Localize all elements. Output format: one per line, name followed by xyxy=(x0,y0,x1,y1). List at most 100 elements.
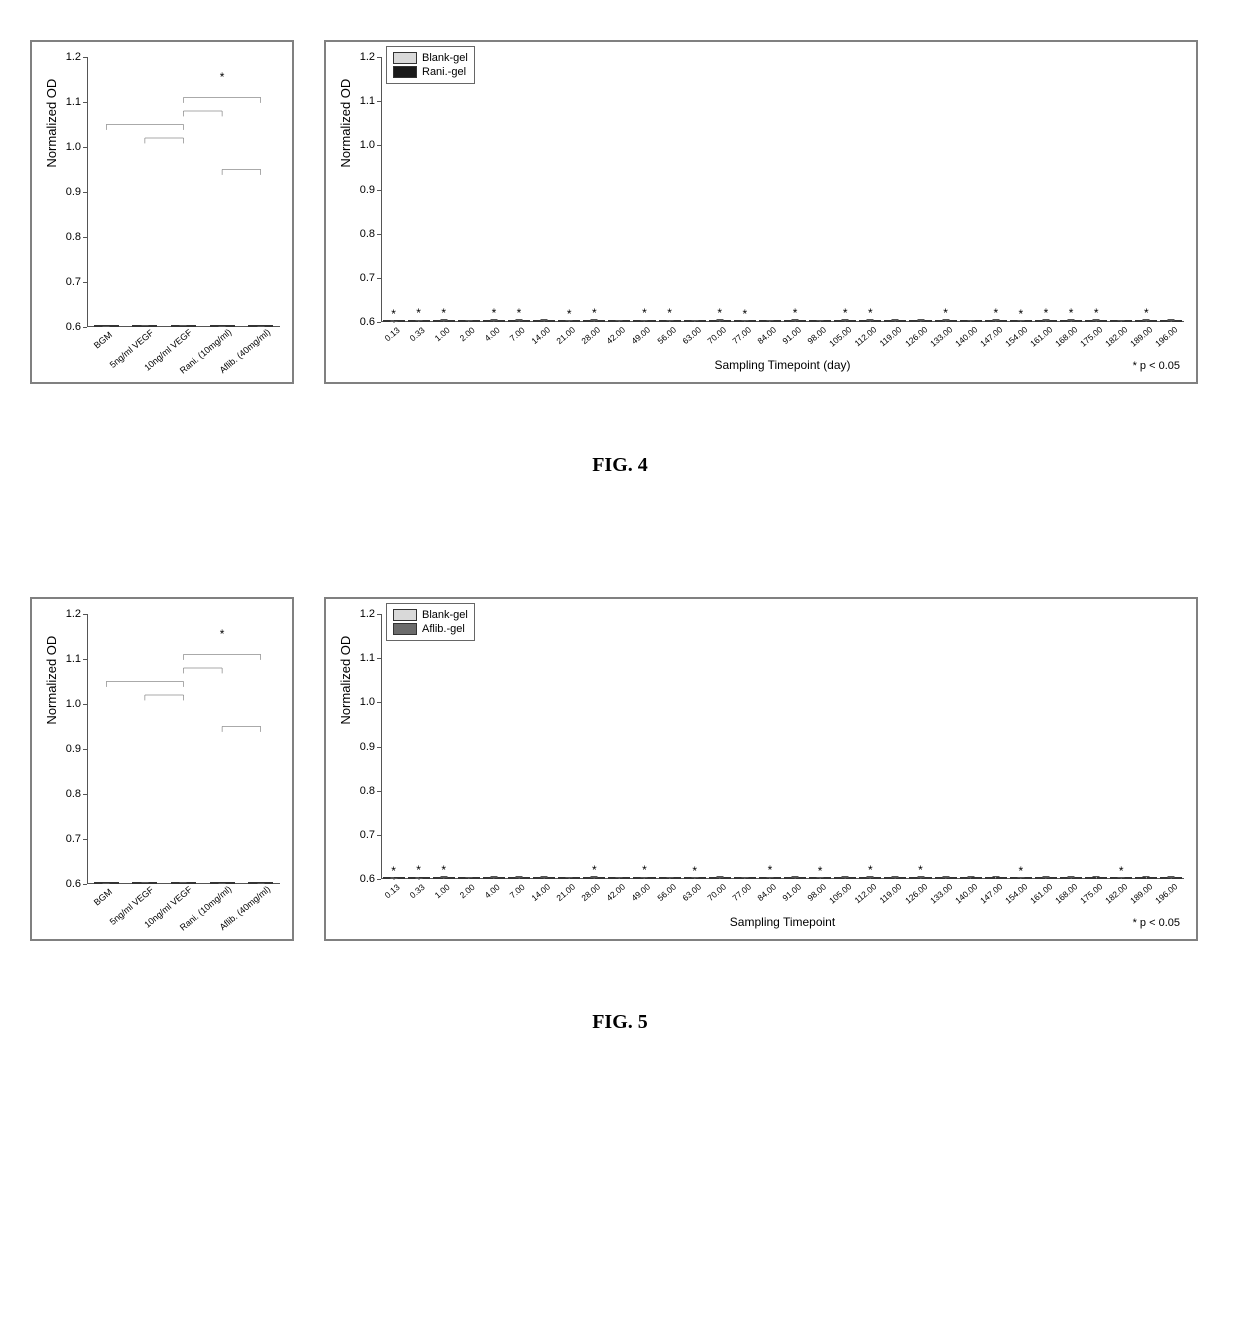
x-tick-label: 133.00 xyxy=(928,324,954,348)
x-tick-label: 154.00 xyxy=(1003,881,1029,905)
x-tick-label: BGM xyxy=(92,330,114,351)
bar-group: 14.00 xyxy=(532,320,557,322)
plot-area: 0.60.70.80.91.01.11.2BGM5ng/ml VEGF10ng/… xyxy=(87,614,280,884)
significance-star-icon: * xyxy=(391,307,396,321)
legend-item: Aflib.-gel xyxy=(393,622,468,636)
x-tick-label: 175.00 xyxy=(1078,881,1104,905)
bar-group: *112.00 xyxy=(858,320,883,322)
x-tick-label: 189.00 xyxy=(1128,324,1154,348)
x-tick-label: 77.00 xyxy=(730,325,753,346)
bar-group: *175.00 xyxy=(1084,320,1109,322)
significance-star-icon: * xyxy=(868,863,873,877)
significance-star-icon: * xyxy=(717,306,722,320)
x-tick-label: 105.00 xyxy=(827,324,853,348)
significance-star-icon: * xyxy=(492,306,497,320)
x-tick-label: 14.00 xyxy=(529,325,552,346)
significance-star-icon: * xyxy=(1094,306,1099,320)
x-tick-label: 119.00 xyxy=(878,881,904,905)
x-tick-label: 42.00 xyxy=(605,882,628,903)
panel-row: 0.60.70.80.91.01.11.2BGM5ng/ml VEGF10ng/… xyxy=(30,40,1210,384)
left-panel: 0.60.70.80.91.01.11.2BGM5ng/ml VEGF10ng/… xyxy=(30,40,294,384)
x-tick-label: 1.00 xyxy=(432,882,451,900)
x-tick-label: 189.00 xyxy=(1128,881,1154,905)
x-tick-label: 168.00 xyxy=(1053,881,1079,905)
bar-group: 196.00 xyxy=(1159,877,1184,879)
bar-group: 161.00 xyxy=(1033,877,1058,879)
bar-group: *0.33 xyxy=(406,320,431,322)
figure-caption: FIG. 4 xyxy=(30,454,1210,477)
x-tick-label: 154.00 xyxy=(1003,324,1029,348)
significance-star-icon: * xyxy=(743,307,748,321)
bar-group: 7.00 xyxy=(506,877,531,879)
bar-group: *84.00 xyxy=(757,877,782,879)
bar-group: BGM xyxy=(87,325,126,327)
bar-group: BGM xyxy=(87,882,126,884)
bar-group: *77.00 xyxy=(732,320,757,322)
significance-star-icon: * xyxy=(592,306,597,320)
x-tick-label: 21.00 xyxy=(555,325,578,346)
x-tick-label: 14.00 xyxy=(529,882,552,903)
x-tick-label: 175.00 xyxy=(1078,324,1104,348)
x-tick-label: 0.13 xyxy=(382,325,401,343)
y-axis-label: Normalized OD xyxy=(338,79,353,168)
x-tick-label: BGM xyxy=(92,887,114,908)
x-tick-label: 63.00 xyxy=(680,882,703,903)
significance-star-icon: * xyxy=(993,306,998,320)
legend-item: Blank-gel xyxy=(393,51,468,65)
bar-group: 119.00 xyxy=(883,320,908,322)
legend-item: Blank-gel xyxy=(393,608,468,622)
x-tick-label: 2.00 xyxy=(457,882,476,900)
bar-group: 56.00 xyxy=(657,877,682,879)
x-tick-label: 28.00 xyxy=(580,325,603,346)
legend-swatch-icon xyxy=(393,623,417,635)
bar-group: 14.00 xyxy=(532,877,557,879)
x-tick-label: 0.33 xyxy=(407,882,426,900)
bar-group: *168.00 xyxy=(1059,320,1084,322)
bar-group: *28.00 xyxy=(582,877,607,879)
significance-star-icon: * xyxy=(868,306,873,320)
significance-star-icon: * xyxy=(943,306,948,320)
x-tick-label: 4.00 xyxy=(483,325,502,343)
legend: Blank-gelAflib.-gel xyxy=(386,603,475,641)
x-tick-label: 98.00 xyxy=(805,325,828,346)
bar-group: *161.00 xyxy=(1033,320,1058,322)
bar-group: 98.00 xyxy=(808,320,833,322)
plot-area: 0.60.70.80.91.01.11.2*0.13*0.33*1.002.00… xyxy=(381,614,1184,879)
figure: 0.60.70.80.91.01.11.2BGM5ng/ml VEGF10ng/… xyxy=(30,597,1210,1034)
x-axis-label: Sampling Timepoint (day) xyxy=(714,358,850,372)
bar-group: *189.00 xyxy=(1134,320,1159,322)
bar-group: 182.00 xyxy=(1109,320,1134,322)
bar-group: *154.00 xyxy=(1008,877,1033,879)
significance-star-icon: * xyxy=(1144,306,1149,320)
significance-star-icon: * xyxy=(642,863,647,877)
bar-group: *28.00 xyxy=(582,320,607,322)
bar-group: *4.00 xyxy=(481,320,506,322)
significance-star-icon: * xyxy=(441,306,446,320)
bar-group: 119.00 xyxy=(883,877,908,879)
bar-group: 70.00 xyxy=(707,877,732,879)
bar-group: *0.33 xyxy=(406,877,431,879)
bar-group: 4.00 xyxy=(481,877,506,879)
x-axis-label: Sampling Timepoint xyxy=(730,915,835,929)
bar-group: *98.00 xyxy=(808,877,833,879)
significance-star-icon: * xyxy=(768,863,773,877)
x-tick-label: 77.00 xyxy=(730,882,753,903)
x-tick-label: 0.13 xyxy=(382,882,401,900)
bar-group: 10ng/ml VEGF xyxy=(164,882,203,884)
bar-group: Aflib. (40mg/ml) xyxy=(241,882,280,884)
x-tick-label: 91.00 xyxy=(780,325,803,346)
x-tick-label: 126.00 xyxy=(903,324,929,348)
panel-row: 0.60.70.80.91.01.11.2BGM5ng/ml VEGF10ng/… xyxy=(30,597,1210,941)
x-tick-label: 161.00 xyxy=(1028,881,1054,905)
x-tick-label: 49.00 xyxy=(630,882,653,903)
significance-star-icon: * xyxy=(1044,306,1049,320)
bar-group: 42.00 xyxy=(607,877,632,879)
significance-star-icon: * xyxy=(517,306,522,320)
x-tick-label: 84.00 xyxy=(755,325,778,346)
bar-group: 133.00 xyxy=(933,877,958,879)
x-tick-label: 182.00 xyxy=(1103,881,1129,905)
plot-area: 0.60.70.80.91.01.11.2BGM5ng/ml VEGF10ng/… xyxy=(87,57,280,327)
left-panel: 0.60.70.80.91.01.11.2BGM5ng/ml VEGF10ng/… xyxy=(30,597,294,941)
significance-star-icon: * xyxy=(818,864,823,878)
significance-star-icon: * xyxy=(1019,864,1024,878)
